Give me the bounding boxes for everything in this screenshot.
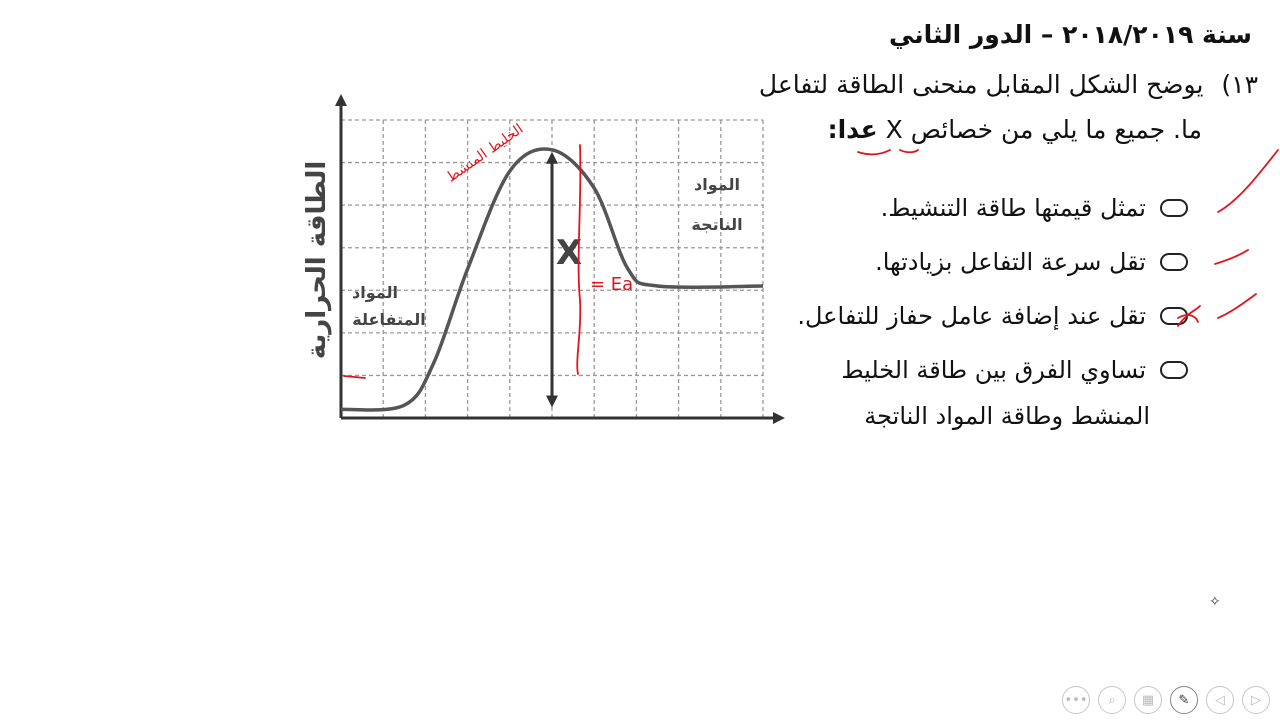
next-icon[interactable]: ▷ (1242, 686, 1270, 714)
option-4-text: تساوي الفرق بين طاقة الخليط (841, 356, 1146, 384)
question-except: عدا: (827, 115, 878, 144)
question-text-1: يوضح الشكل المقابل منحنى الطاقة لتفاعل (758, 70, 1204, 99)
option-3-text: تقل عند إضافة عامل حفاز للتفاعل. (797, 302, 1146, 330)
option-1[interactable]: تمثل قيمتها طاقة التنشيط. (881, 194, 1188, 222)
y-axis-arrow (335, 94, 347, 106)
question-line-2: ما. جميع ما يلي من خصائص X عدا: (828, 115, 1202, 144)
ea-arrow-head-bottom (546, 395, 558, 408)
energy-curve (340, 147, 764, 412)
option-2[interactable]: تقل سرعة التفاعل بزيادتها. (875, 248, 1188, 276)
ink-underline-except (857, 149, 891, 156)
zoom-icon[interactable]: ⌕ (1098, 686, 1126, 714)
ink-check-1 (1217, 149, 1279, 213)
y-axis-label: الطاقة الحرارية (302, 161, 332, 360)
page-heading: سنة ٢٠١٨/٢٠١٩ – الدور الثاني (888, 20, 1252, 49)
option-4-text-line2: المنشط وطاقة المواد الناتجة (864, 402, 1150, 430)
option-3[interactable]: تقل عند إضافة عامل حفاز للتفاعل. (797, 302, 1188, 330)
question-line-1: ١٣) يوضح الشكل المقابل منحنى الطاقة لتفا… (759, 70, 1258, 99)
reactants-label-1: المواد (352, 283, 398, 302)
reactants-label-2: المتفاعلة (352, 310, 425, 329)
products-label-2: الناتجة (691, 215, 742, 234)
ink-underline-x (899, 149, 919, 154)
energy-diagram: الطاقة الحرارية المواد المتفاعلة المواد … (302, 94, 785, 424)
option-2-text: تقل سرعة التفاعل بزيادتها. (875, 248, 1146, 276)
marker-x-label: X (556, 233, 582, 273)
question-number: ١٣) (1221, 70, 1258, 99)
x-axis-arrow (773, 412, 785, 424)
option-2-checkbox[interactable] (1160, 253, 1188, 271)
ink-check-3 (1217, 293, 1257, 319)
ea-arrow-head-top (546, 151, 558, 164)
products-label-1: المواد (694, 175, 740, 194)
ink-check-2 (1214, 249, 1249, 265)
option-4-checkbox[interactable] (1160, 361, 1188, 379)
question-text-2: ما. جميع ما يلي من خصائص X (885, 115, 1202, 144)
pen-icon[interactable]: ✎ (1170, 686, 1198, 714)
option-1-checkbox[interactable] (1160, 199, 1188, 217)
option-4[interactable]: تساوي الفرق بين طاقة الخليط (841, 356, 1188, 384)
more-icon[interactable]: ••• (1062, 686, 1090, 714)
prev-icon[interactable]: ◁ (1206, 686, 1234, 714)
cursor-icon: ✧ (1209, 594, 1221, 610)
option-1-text: تمثل قيمتها طاقة التنشيط. (880, 194, 1146, 222)
presentation-toolbar: ••• ⌕ ▦ ✎ ◁ ▷ (1062, 686, 1270, 714)
slides-icon[interactable]: ▦ (1134, 686, 1162, 714)
option-3-checkbox[interactable] (1160, 307, 1188, 325)
